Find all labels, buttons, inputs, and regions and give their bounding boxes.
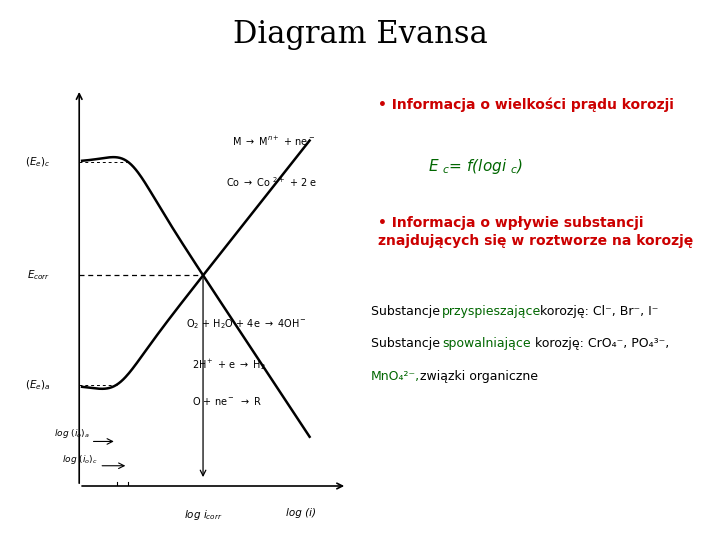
Text: M $\rightarrow$ M$^{n+}$ + ne$^-$: M $\rightarrow$ M$^{n+}$ + ne$^-$ [232, 135, 315, 148]
Text: Co $\rightarrow$ Co $^{2+}$ + 2 e: Co $\rightarrow$ Co $^{2+}$ + 2 e [226, 176, 318, 189]
Text: log $i_{corr}$: log $i_{corr}$ [184, 508, 222, 522]
Text: Diagram Evansa: Diagram Evansa [233, 19, 487, 50]
Text: Substancje: Substancje [371, 305, 444, 318]
Text: MnO₄²⁻,: MnO₄²⁻, [371, 370, 420, 383]
Text: korozję: Cl⁻, Br⁻, I⁻: korozję: Cl⁻, Br⁻, I⁻ [536, 305, 659, 318]
Text: log (i): log (i) [286, 508, 316, 518]
Text: • Informacja o wpływie substancji
znajdujących się w roztworze na korozję: • Informacja o wpływie substancji znajdu… [378, 216, 693, 248]
Text: E $_{c}$= f(logi $_{c}$): E $_{c}$= f(logi $_{c}$) [428, 157, 523, 176]
Text: $(E_e)_a$: $(E_e)_a$ [25, 378, 50, 392]
Text: log $(i_o)_a$: log $(i_o)_a$ [53, 427, 89, 440]
Text: O$_2$ + H$_2$O + 4e $\rightarrow$ 4OH$^-$: O$_2$ + H$_2$O + 4e $\rightarrow$ 4OH$^-… [186, 317, 307, 331]
Text: spowalniające: spowalniające [442, 338, 531, 350]
Text: 2H$^+$ + e $\rightarrow$ H$_2$: 2H$^+$ + e $\rightarrow$ H$_2$ [192, 357, 266, 372]
Text: korozję: CrO₄⁻, PO₄³⁻,: korozję: CrO₄⁻, PO₄³⁻, [531, 338, 669, 350]
Text: przyspieszające: przyspieszające [442, 305, 541, 318]
Text: • Informacja o wielkości prądu korozji: • Informacja o wielkości prądu korozji [378, 97, 674, 112]
Text: związki organiczne: związki organiczne [416, 370, 538, 383]
Text: Substancje: Substancje [371, 338, 444, 350]
Text: log $(i_o)_c$: log $(i_o)_c$ [62, 453, 98, 466]
Text: $E_{corr}$: $E_{corr}$ [27, 268, 50, 282]
Text: O + ne$^-$ $\rightarrow$ R: O + ne$^-$ $\rightarrow$ R [192, 395, 261, 407]
Text: $(E_e)_c$: $(E_e)_c$ [25, 155, 50, 169]
